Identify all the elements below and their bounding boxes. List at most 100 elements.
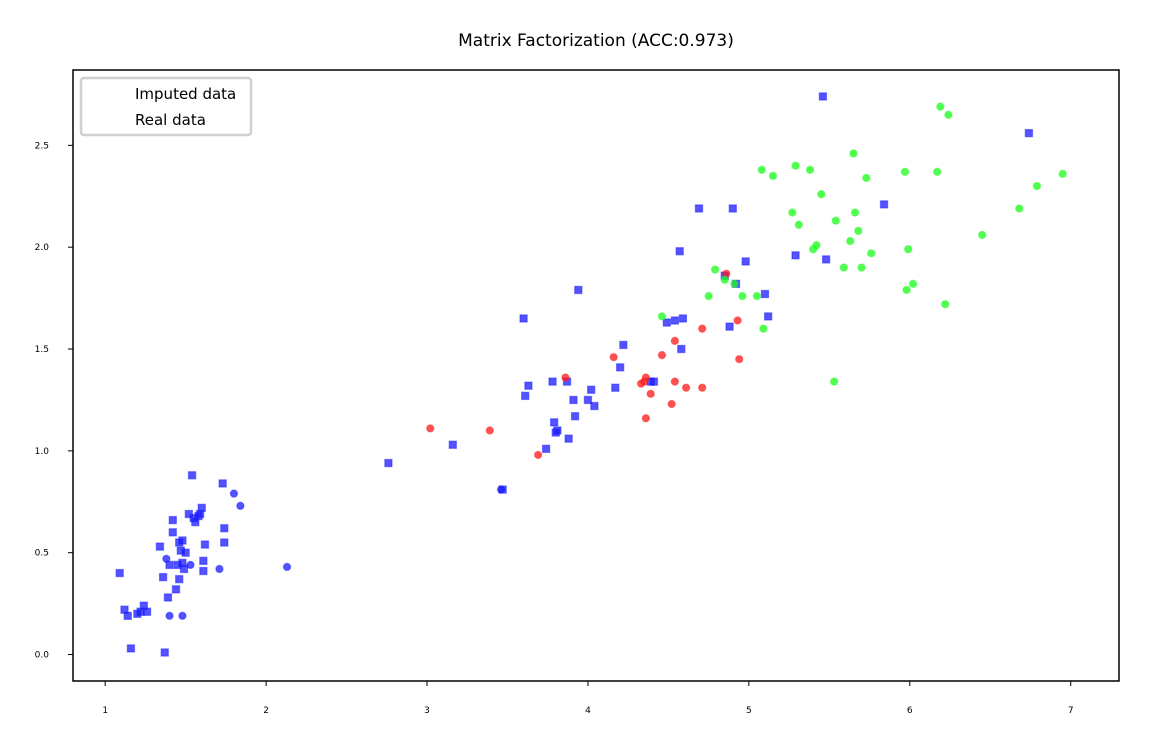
data-point: [978, 230, 987, 240]
data-point: [831, 216, 840, 225]
data-point: [670, 336, 680, 346]
data-point: [168, 515, 177, 525]
data-point: [126, 644, 136, 653]
data-point: [817, 190, 826, 199]
data-point: [282, 562, 292, 572]
data-point: [763, 312, 773, 321]
data-point: [900, 167, 910, 177]
legend-box: [79, 76, 253, 137]
data-point: [738, 291, 747, 301]
legend: Imputed data Real data: [79, 76, 253, 137]
data-point: [533, 450, 543, 460]
data-point: [200, 540, 210, 549]
data-point: [735, 355, 744, 364]
data-point: [670, 377, 680, 386]
data-point: [1032, 181, 1042, 191]
data-point: [179, 564, 189, 574]
data-point: [733, 316, 742, 325]
data-point: [805, 165, 815, 174]
data-point: [641, 414, 651, 423]
data-point: [704, 291, 713, 301]
data-point: [619, 340, 628, 350]
data-point: [649, 377, 659, 386]
data-point: [657, 350, 667, 360]
x-tick-label: 3: [424, 706, 430, 716]
data-point: [662, 318, 672, 327]
data-point: [752, 291, 762, 301]
data-point: [677, 344, 686, 354]
data-point: [553, 426, 562, 435]
data-point: [123, 611, 132, 621]
data-point: [496, 485, 506, 494]
data-point: [181, 548, 190, 557]
data-point: [710, 265, 720, 274]
legend-entry-real: Real data: [135, 111, 206, 129]
data-point: [570, 412, 580, 421]
data-point: [163, 593, 173, 602]
data-point: [168, 528, 177, 537]
data-point: [829, 377, 839, 386]
data-point: [155, 542, 165, 551]
data-point: [768, 171, 778, 181]
y-tick-label: 2.0: [35, 243, 50, 253]
y-tick-label: 2.5: [35, 141, 49, 151]
data-point: [160, 648, 169, 657]
axes-layer: 1 2 3 4 5 6 7 0.0 0.5 1.0 1.5 2.0 2.5: [35, 141, 1074, 716]
y-tick-label: 0.0: [35, 651, 50, 661]
data-point: [818, 92, 828, 101]
data-point: [158, 572, 168, 582]
x-tick-label: 2: [263, 706, 269, 716]
data-point: [862, 173, 871, 183]
data-point: [866, 249, 876, 258]
x-tick-label: 6: [907, 706, 913, 716]
data-point: [520, 391, 530, 401]
data-point: [812, 240, 821, 250]
data-point: [698, 324, 707, 333]
data-point: [165, 611, 174, 621]
data-point: [561, 373, 570, 382]
data-point: [730, 279, 739, 289]
data-point: [741, 257, 750, 266]
data-point: [215, 564, 224, 574]
y-tick-label: 1.5: [35, 345, 49, 355]
data-point: [162, 554, 171, 564]
data-point: [186, 560, 195, 570]
data-point: [384, 458, 393, 468]
data-point: [199, 566, 208, 576]
data-point: [218, 479, 227, 488]
points-layer: [115, 92, 1067, 657]
data-point: [1015, 204, 1024, 213]
data-point: [485, 426, 494, 435]
x-tick-label: 1: [102, 706, 108, 716]
data-point: [839, 263, 849, 272]
data-point: [944, 110, 953, 120]
data-point: [199, 556, 208, 566]
data-point: [236, 501, 245, 511]
data-point: [178, 611, 187, 621]
data-point: [548, 377, 557, 386]
data-point: [908, 279, 918, 289]
data-point: [725, 322, 734, 331]
data-point: [698, 383, 707, 392]
data-point: [197, 503, 206, 513]
data-point: [788, 208, 797, 217]
data-point: [519, 314, 528, 323]
data-point: [681, 383, 691, 392]
data-point: [936, 102, 945, 111]
data-point: [678, 314, 688, 323]
y-tick-label: 1.0: [35, 447, 50, 457]
data-point: [646, 389, 655, 399]
data-point: [850, 208, 860, 217]
legend-entry-imputed: Imputed data: [135, 85, 236, 103]
data-point: [941, 300, 950, 309]
x-tick-label: 4: [585, 706, 591, 716]
data-point: [760, 289, 770, 299]
data-point: [903, 245, 913, 254]
data-point: [220, 524, 229, 533]
data-point: [821, 255, 831, 264]
data-point: [757, 165, 766, 174]
data-point: [569, 395, 578, 405]
data-point: [175, 574, 184, 584]
data-point: [728, 204, 737, 213]
data-point: [759, 324, 768, 333]
